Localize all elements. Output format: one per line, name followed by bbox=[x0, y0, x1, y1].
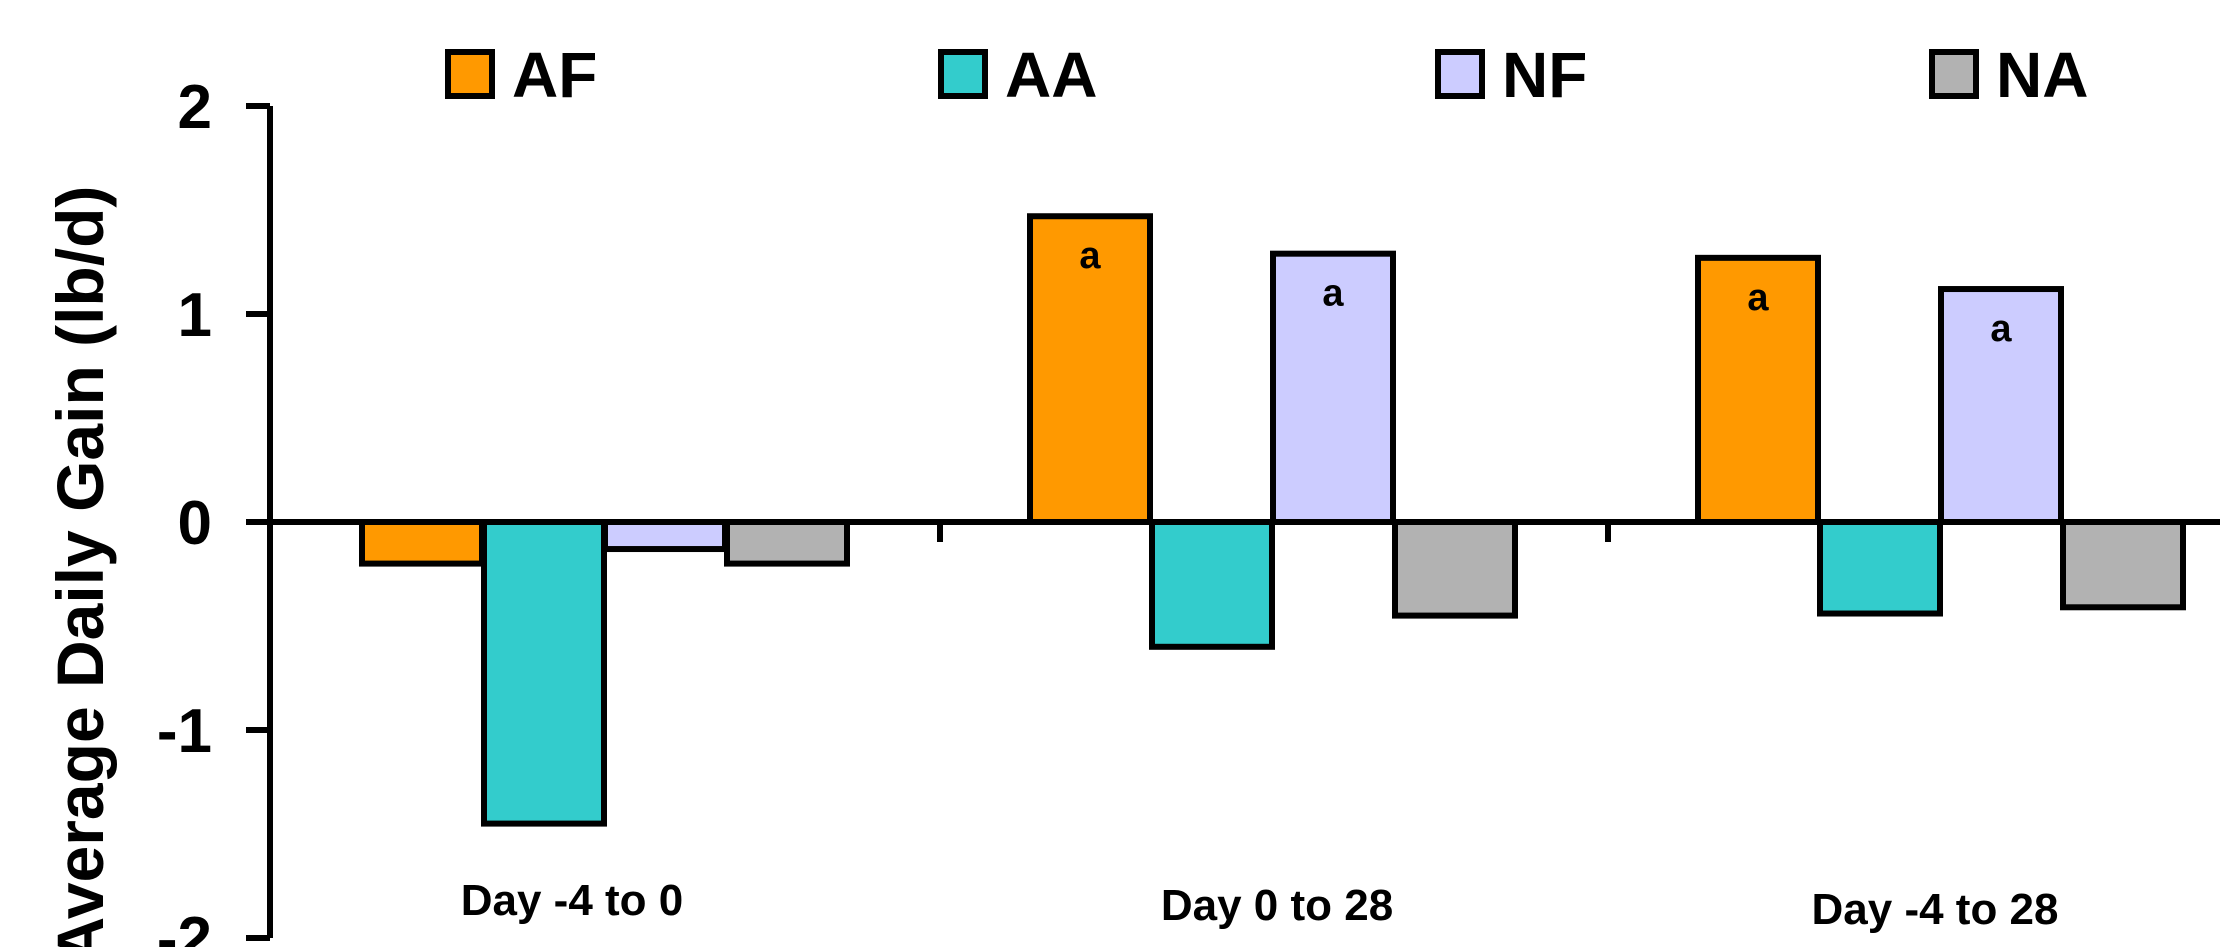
legend-item-aa: AA bbox=[938, 39, 1097, 111]
legend: AF AA NF NA bbox=[445, 39, 2088, 111]
legend-item-na: NA bbox=[1929, 39, 2088, 111]
data-label-nf-3: a bbox=[1990, 308, 2012, 350]
y-tick-label: 2 bbox=[178, 73, 212, 142]
y-tick-label: 0 bbox=[178, 489, 212, 558]
bar-na-2 bbox=[1392, 519, 1518, 619]
bar-aa-1 bbox=[481, 519, 607, 827]
axes: 2 1 0 -1 -2 bbox=[157, 73, 2220, 947]
legend-label: AF bbox=[512, 39, 597, 111]
data-label-nf-2: a bbox=[1322, 273, 1344, 315]
legend-item-nf: NF bbox=[1435, 39, 1587, 111]
y-tick-label: 1 bbox=[178, 281, 212, 350]
bar-nf-3 bbox=[1938, 286, 2064, 526]
bar-af-3 bbox=[1695, 254, 1821, 525]
bar-na-1 bbox=[724, 519, 850, 567]
legend-label: NF bbox=[1502, 39, 1587, 111]
legend-swatch bbox=[938, 49, 988, 99]
legend-label: AA bbox=[1005, 39, 1097, 111]
category-labels: Day -4 to 0 Day 0 to 28 Day -4 to 28 bbox=[461, 876, 2059, 934]
legend-swatch bbox=[1929, 49, 1979, 99]
y-axis-label: Average Daily Gain (lb/d) bbox=[43, 186, 117, 947]
bar-nf-1 bbox=[602, 519, 728, 553]
y-tick-label: -1 bbox=[157, 697, 212, 766]
legend-swatch bbox=[445, 49, 495, 99]
data-label-af-2: a bbox=[1079, 235, 1101, 277]
x-category-label: Day -4 to 28 bbox=[1812, 885, 2059, 934]
bar-na-3 bbox=[2060, 519, 2186, 611]
x-category-label: Day -4 to 0 bbox=[461, 876, 684, 925]
legend-swatch bbox=[1435, 49, 1485, 99]
data-label-af-3: a bbox=[1747, 277, 1769, 319]
bar-aa-3 bbox=[1817, 519, 1943, 617]
x-category-label: Day 0 to 28 bbox=[1161, 881, 1393, 930]
y-tick-label: -2 bbox=[157, 905, 212, 947]
bar-af-1 bbox=[359, 519, 485, 567]
legend-label: NA bbox=[1996, 39, 2088, 111]
bar-aa-2 bbox=[1149, 519, 1275, 650]
legend-item-af: AF bbox=[445, 39, 597, 111]
